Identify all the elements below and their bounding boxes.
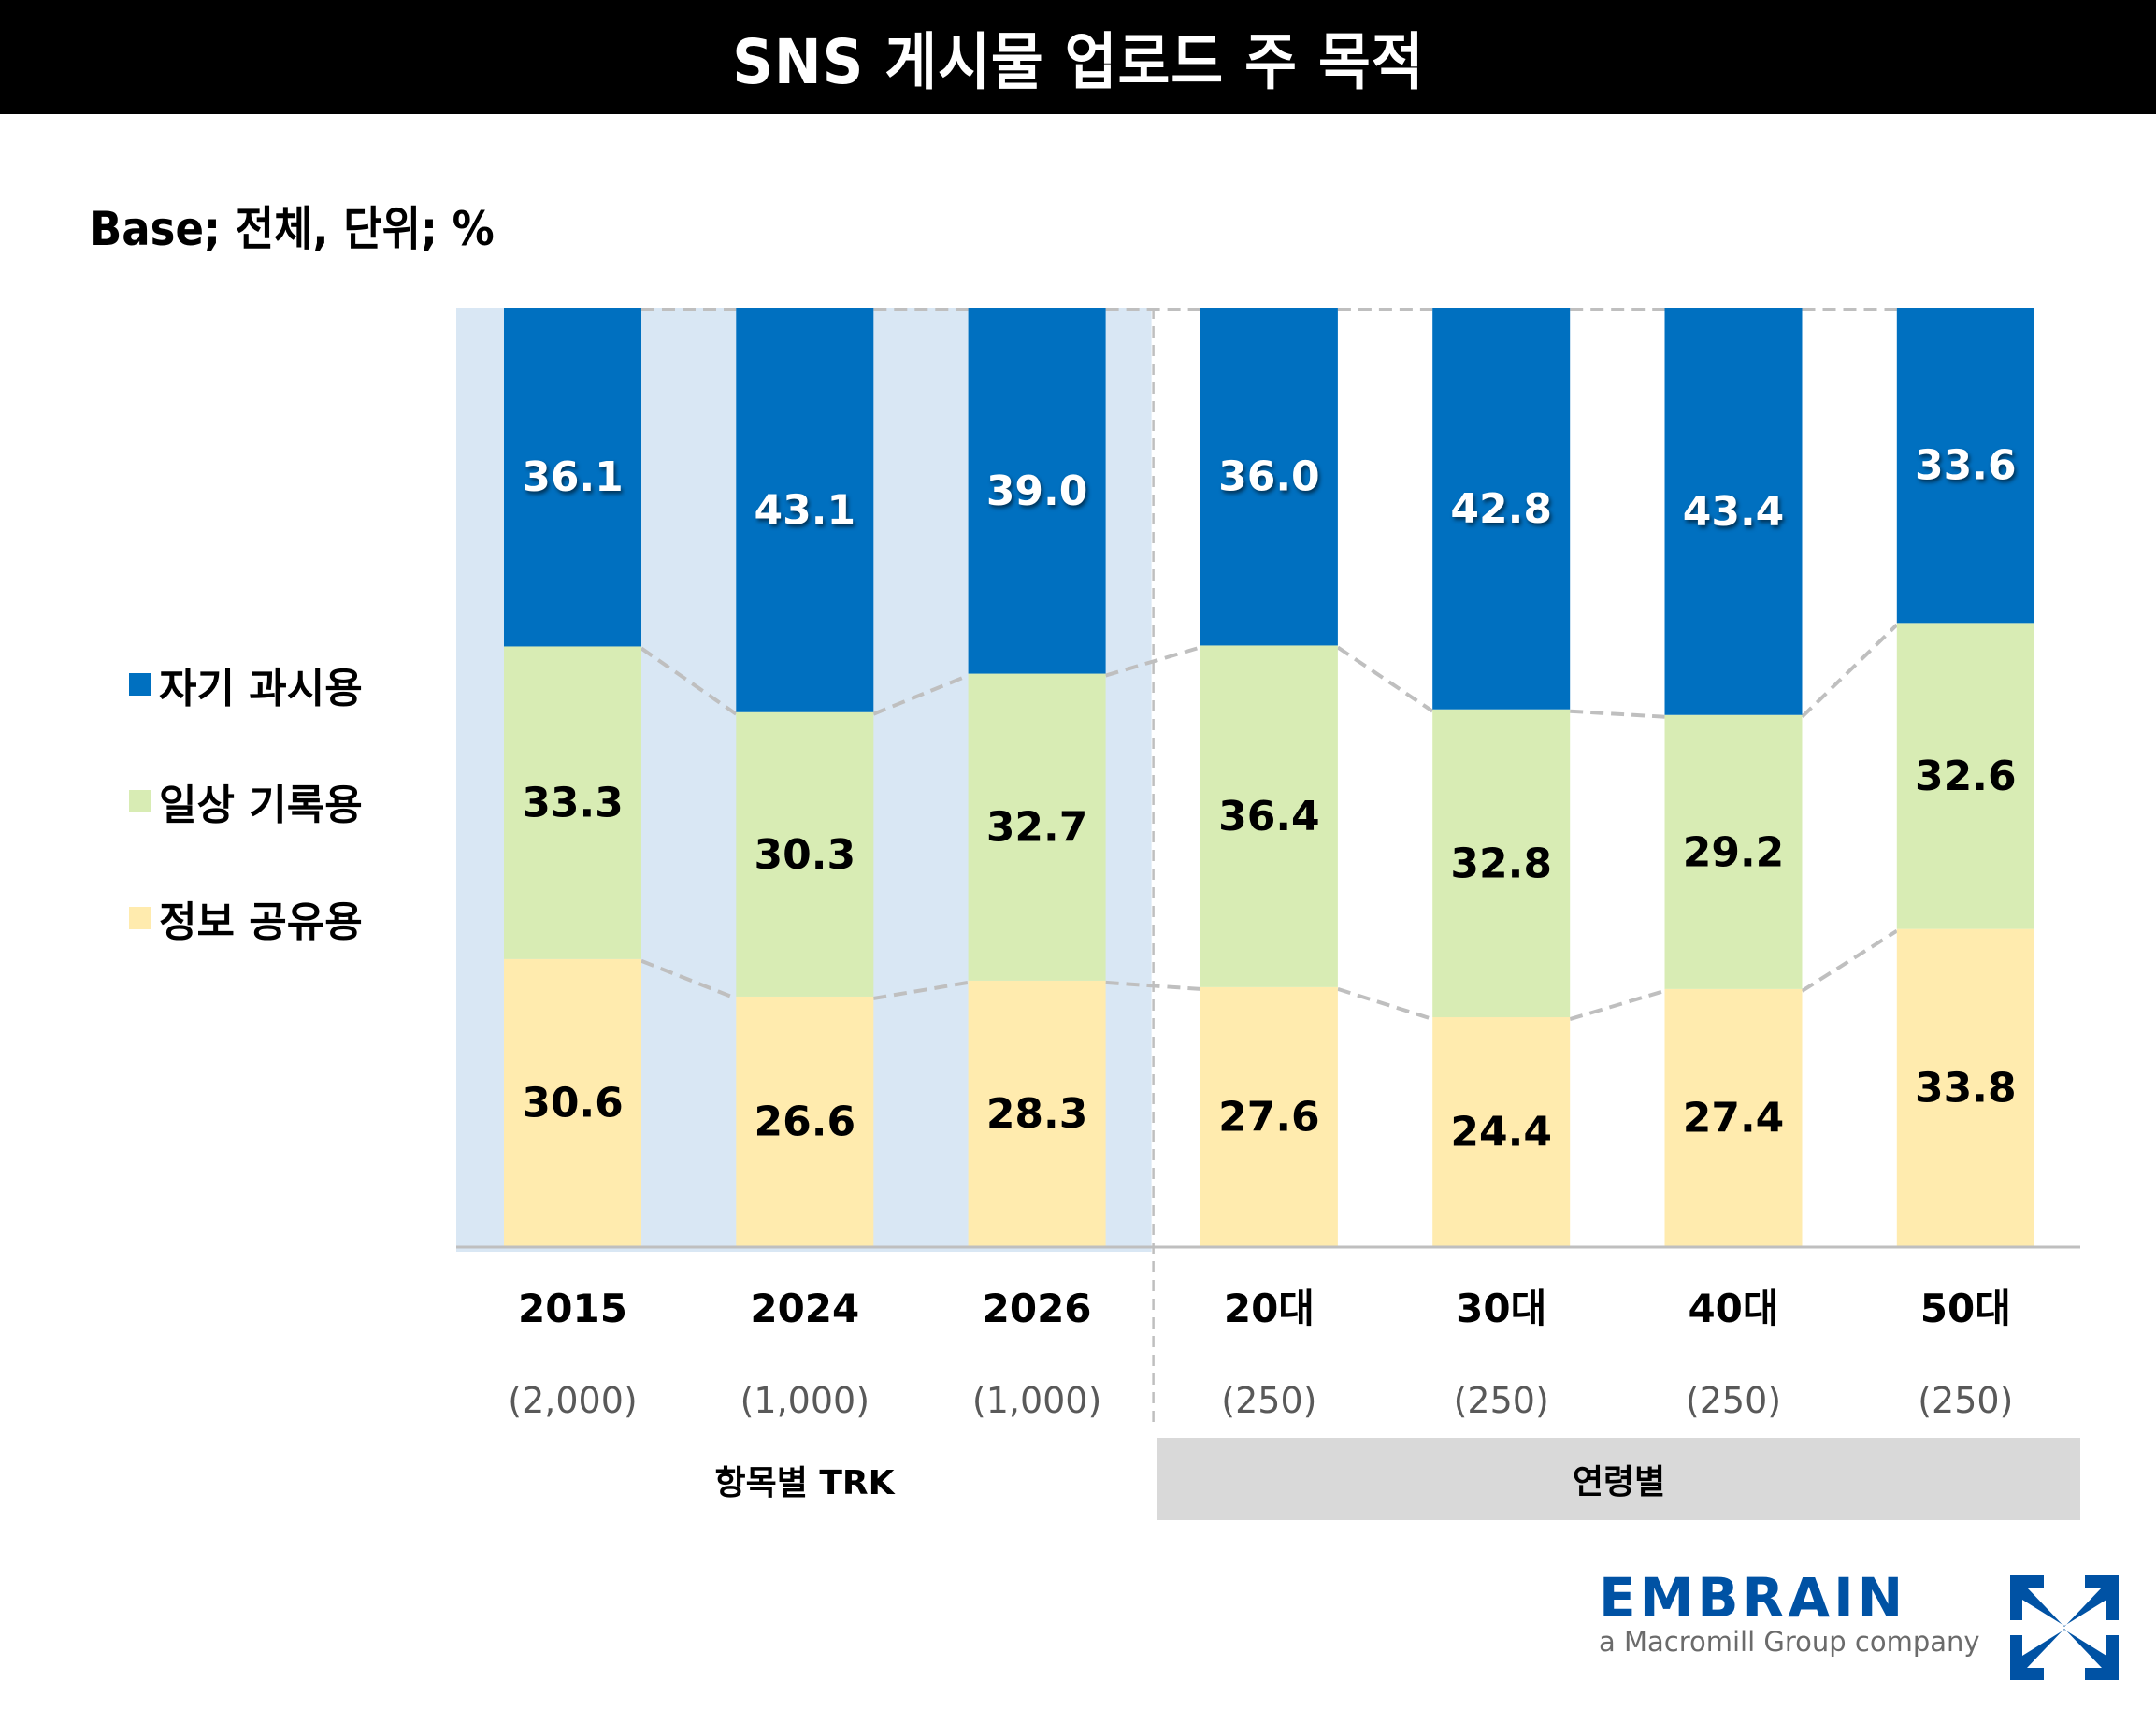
bar-segment-daily-record <box>1432 709 1571 1018</box>
bar-segment-self-display <box>1896 308 2034 624</box>
logo-wordmark: EMBRAIN <box>1599 1566 1907 1630</box>
data-label-info-share: 26.6 <box>755 1098 856 1145</box>
bar-segment-self-display <box>968 308 1106 674</box>
bar-segment-self-display <box>504 308 641 647</box>
connector-line <box>640 958 738 1000</box>
data-label-daily-record: 30.3 <box>755 831 856 879</box>
labels-layer: 30.6 33.3 36.1 2015 (2,000) 26.6 30.3 43.1 2024 (… <box>456 442 2080 1421</box>
group-label-trk: 항목별 TRK <box>456 1440 1153 1520</box>
category-label: 2024 <box>750 1286 859 1331</box>
data-label-daily-record: 32.7 <box>986 804 1088 852</box>
bar-segment-info-share <box>736 996 874 1246</box>
connector-line <box>872 980 969 1000</box>
bar-segment-daily-record <box>968 673 1106 981</box>
category-label: 30대 <box>1456 1286 1546 1331</box>
bar-segment-info-share <box>1664 988 1803 1246</box>
legend-swatch-daily-record <box>129 790 151 812</box>
bar-segment-daily-record <box>504 646 641 959</box>
connector-line <box>1105 980 1201 991</box>
bar-segment-info-share <box>504 958 641 1246</box>
legend-label: 일상 기록용 <box>159 782 363 829</box>
data-label-info-share: 28.3 <box>986 1090 1088 1138</box>
category-label: 40대 <box>1688 1286 1778 1331</box>
data-label-daily-record: 33.3 <box>522 780 624 827</box>
bar-segment-info-share <box>1432 1017 1571 1246</box>
data-label-daily-record: 36.4 <box>1218 793 1320 840</box>
data-label-daily-record: 32.6 <box>1915 753 2017 800</box>
bar-segment-self-display <box>1200 308 1338 646</box>
legend-item-info-share: 정보 공유용 <box>129 888 363 948</box>
data-label-self-display: 42.8 <box>1450 485 1552 533</box>
data-label-self-display: 36.0 <box>1218 453 1320 501</box>
base-note: Base; 전체, 단위; % <box>90 202 495 256</box>
connector-line <box>872 673 970 716</box>
connector-line <box>1801 928 1898 993</box>
sample-size-label: (250) <box>1686 1380 1781 1421</box>
data-label-info-share: 33.8 <box>1915 1064 2017 1112</box>
connector-line <box>1801 623 1899 719</box>
data-label-info-share: 27.6 <box>1218 1093 1320 1141</box>
sample-size-label: (250) <box>1918 1380 2013 1421</box>
bar-segment-daily-record <box>1664 714 1803 989</box>
sample-size-label: (250) <box>1454 1380 1549 1421</box>
bar-segment-self-display <box>1664 308 1803 715</box>
sample-size-label: (250) <box>1221 1380 1316 1421</box>
bar-segment-daily-record <box>1896 623 2034 929</box>
title-bar: SNS 게시물 업로드 주 목적 <box>0 0 2156 114</box>
data-label-self-display: 36.1 <box>522 453 624 501</box>
logo-tagline: a Macromill Group company <box>1599 1626 1980 1658</box>
bar-segment-info-share <box>1200 986 1338 1246</box>
data-label-daily-record: 32.8 <box>1450 840 1552 887</box>
legend-swatch-info-share <box>129 907 151 929</box>
legend-item-self-display: 자기 과시용 <box>129 654 363 714</box>
connector-line <box>1336 645 1434 713</box>
data-label-self-display: 43.4 <box>1683 488 1785 536</box>
sample-size-label: (2,000) <box>508 1380 637 1421</box>
category-label: 50대 <box>1920 1286 2011 1331</box>
bar-segment-daily-record <box>736 711 874 997</box>
data-label-info-share: 30.6 <box>522 1079 624 1127</box>
group-label-trk-text: 항목별 TRK <box>714 1464 895 1502</box>
bar-segment-info-share <box>968 980 1106 1246</box>
connector-line <box>1105 645 1201 678</box>
bar-segment-info-share <box>1896 928 2034 1246</box>
bars-layer <box>504 308 2034 1246</box>
legend-label: 정보 공유용 <box>159 898 363 946</box>
legend-label: 자기 과시용 <box>159 665 363 712</box>
legend-swatch-self-display <box>129 673 151 696</box>
connector-line <box>1569 988 1666 1021</box>
data-label-self-display: 43.1 <box>755 486 856 534</box>
connector-lines-layer <box>640 308 1899 1021</box>
connector-line <box>1570 709 1665 719</box>
embrain-logo-icon <box>2010 1575 2119 1680</box>
bar-segment-self-display <box>1432 308 1571 710</box>
data-label-self-display: 33.6 <box>1915 442 2017 490</box>
data-label-info-share: 24.4 <box>1450 1109 1552 1157</box>
group-label-age: 연령별 <box>1157 1438 2080 1520</box>
data-label-self-display: 39.0 <box>986 467 1088 515</box>
sample-size-label: (1,000) <box>972 1380 1101 1421</box>
category-label: 2026 <box>983 1286 1092 1331</box>
chart-title: SNS 게시물 업로드 주 목적 <box>731 26 1425 98</box>
group-label-age-text: 연령별 <box>1572 1463 1666 1501</box>
bar-segment-daily-record <box>1200 645 1338 987</box>
sample-size-label: (1,000) <box>740 1380 870 1421</box>
category-label: 2015 <box>518 1286 627 1331</box>
connector-line <box>1337 986 1433 1021</box>
data-label-info-share: 27.4 <box>1683 1094 1785 1142</box>
bar-segment-self-display <box>736 308 874 712</box>
category-label: 20대 <box>1224 1286 1315 1331</box>
data-label-daily-record: 29.2 <box>1683 828 1785 876</box>
legend-item-daily-record: 일상 기록용 <box>129 771 363 831</box>
